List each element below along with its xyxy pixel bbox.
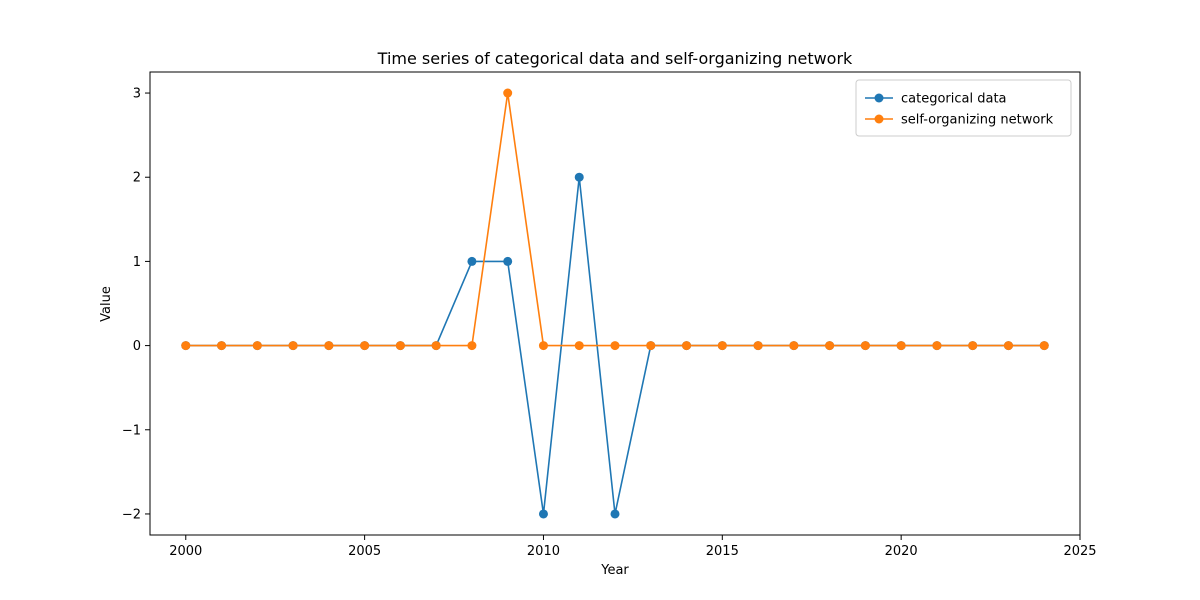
y-tick-label: 1 <box>133 255 141 270</box>
legend-box <box>855 79 1072 137</box>
data-point <box>503 88 513 98</box>
data-point <box>288 341 298 351</box>
x-axis: 2000 2005 2010 2015 2020 2025 <box>169 535 1097 559</box>
data-point <box>574 172 584 182</box>
data-point <box>467 256 477 266</box>
data-point <box>467 341 477 351</box>
data-point <box>968 341 978 351</box>
data-point <box>574 341 584 351</box>
data-point <box>896 341 906 351</box>
legend-label: self-organizing network <box>901 113 1054 128</box>
x-axis-label: Year <box>600 563 629 578</box>
y-axis: −2 −1 0 1 2 3 <box>122 87 150 522</box>
data-point <box>825 341 835 351</box>
data-point <box>682 341 692 351</box>
data-point <box>538 341 548 351</box>
data-point <box>217 341 227 351</box>
data-point <box>431 341 441 351</box>
y-tick-label: 0 <box>133 339 141 354</box>
data-point <box>252 341 262 351</box>
legend-label: categorical data <box>901 92 1007 107</box>
legend-swatch-marker <box>874 93 884 103</box>
data-point <box>753 341 763 351</box>
data-point <box>610 341 620 351</box>
series-1 <box>181 88 1049 351</box>
series-layer <box>181 88 1049 519</box>
x-tick-label: 2025 <box>1063 544 1096 559</box>
data-point <box>1003 341 1013 351</box>
legend-item: self-organizing network <box>865 113 1054 128</box>
data-point <box>538 509 548 519</box>
data-point <box>646 341 656 351</box>
data-point <box>717 341 727 351</box>
x-tick-label: 2010 <box>527 544 560 559</box>
x-tick-label: 2015 <box>706 544 739 559</box>
data-point <box>789 341 799 351</box>
data-point <box>395 341 405 351</box>
data-point <box>610 509 620 519</box>
y-tick-label: 3 <box>133 87 141 102</box>
data-point <box>503 256 513 266</box>
x-tick-label: 2000 <box>169 544 202 559</box>
data-point <box>324 341 334 351</box>
legend: categorical data self-organizing network <box>855 79 1072 137</box>
y-tick-label: −2 <box>122 507 141 522</box>
chart-title: Time series of categorical data and self… <box>377 49 853 68</box>
y-axis-label: Value <box>99 286 114 322</box>
data-point <box>932 341 942 351</box>
x-tick-label: 2020 <box>885 544 918 559</box>
legend-swatch-marker <box>874 114 884 124</box>
x-tick-label: 2005 <box>348 544 381 559</box>
data-point <box>181 341 191 351</box>
data-point <box>860 341 870 351</box>
y-tick-label: −1 <box>122 423 141 438</box>
data-point <box>360 341 370 351</box>
plot-frame <box>149 71 1081 536</box>
data-point <box>1039 341 1049 351</box>
y-tick-label: 2 <box>133 171 141 186</box>
legend-item: categorical data <box>865 92 1007 107</box>
